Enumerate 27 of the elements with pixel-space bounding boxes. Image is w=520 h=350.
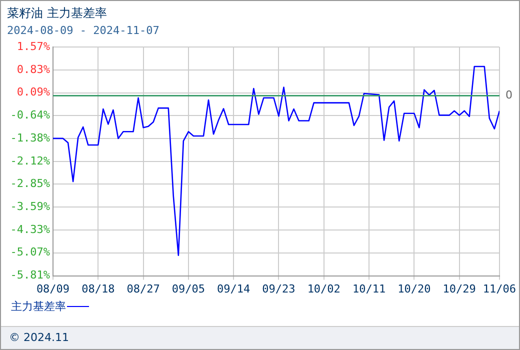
y-tick-label: -0.64% [10, 108, 50, 122]
x-tick-label: 08/09 [36, 282, 70, 296]
y-tick-label: 0.09% [16, 86, 50, 99]
y-tick-label: -5.07% [10, 246, 50, 259]
chart-title: 菜籽油 主力基差率 [7, 5, 107, 22]
x-tick-label: 10/02 [307, 282, 340, 296]
x-tick-label: 09/23 [262, 282, 296, 296]
y-tick-label: -4.33% [10, 222, 50, 236]
y-tick-label: -2.85% [10, 176, 50, 190]
y-tick-label: -2.12% [10, 154, 50, 168]
x-tick-label: 09/05 [172, 282, 205, 296]
x-tick-label: 11/06 [482, 282, 516, 296]
y-tick-label: -3.59% [10, 200, 50, 213]
chart-subtitle: 2024-08-09 - 2024-11-07 [7, 24, 160, 37]
y-tick-label: 1.57% [16, 40, 50, 53]
legend-label: 主力基差率 [11, 299, 66, 314]
x-tick-label: 09/14 [217, 282, 251, 296]
ref-line-label: 0 [505, 88, 512, 102]
x-tick-label: 08/18 [82, 282, 115, 296]
y-tick-label: -1.38% [10, 131, 50, 144]
x-tick-label: 10/29 [442, 282, 476, 296]
x-tick-label: 10/11 [352, 282, 386, 296]
x-tick-label: 08/27 [126, 282, 160, 296]
text: © 2024.11 [9, 331, 69, 344]
y-tick-label: -5.81% [10, 268, 50, 282]
y-tick-label: 0.83% [16, 62, 50, 76]
x-tick-label: 10/20 [398, 282, 431, 296]
